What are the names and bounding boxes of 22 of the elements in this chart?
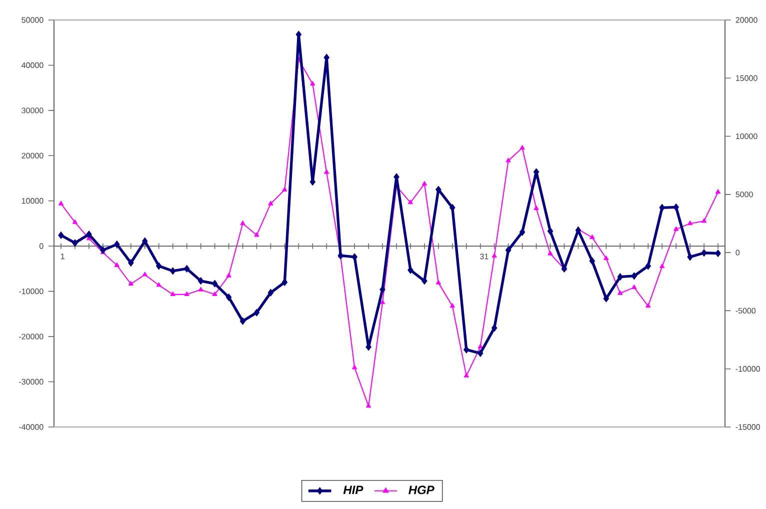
y-tick-label: -30000 <box>19 378 44 385</box>
y2-tick-label: 15000 <box>736 75 758 81</box>
y2-tick-label: 20000 <box>736 17 758 23</box>
y-tick-label: -40000 <box>19 424 44 430</box>
y2-tick-label: -15000 <box>736 424 760 430</box>
legend-label: HGP <box>408 486 434 494</box>
y2-tick-label: 10000 <box>736 133 758 140</box>
y2-tick-label: -10000 <box>736 366 760 372</box>
y2-tick-label: 5000 <box>736 192 753 198</box>
y2-tick-label: -5000 <box>736 308 756 314</box>
x-tick-label: 1 <box>60 254 64 260</box>
y-tick-label: 40000 <box>22 62 44 68</box>
y-tick-label: 10000 <box>22 198 44 204</box>
y-tick-label: 20000 <box>22 152 44 158</box>
x-tick-label: 31 <box>480 254 488 260</box>
y-tick-label: -20000 <box>19 334 44 340</box>
y-tick-label: 30000 <box>22 108 44 114</box>
y-tick-label: 0 <box>39 243 44 249</box>
y2-tick-label: 0 <box>736 250 740 256</box>
legend-label: HIP <box>343 486 364 494</box>
y-tick-label: 50000 <box>22 17 44 23</box>
y-tick-label: -10000 <box>19 288 44 294</box>
